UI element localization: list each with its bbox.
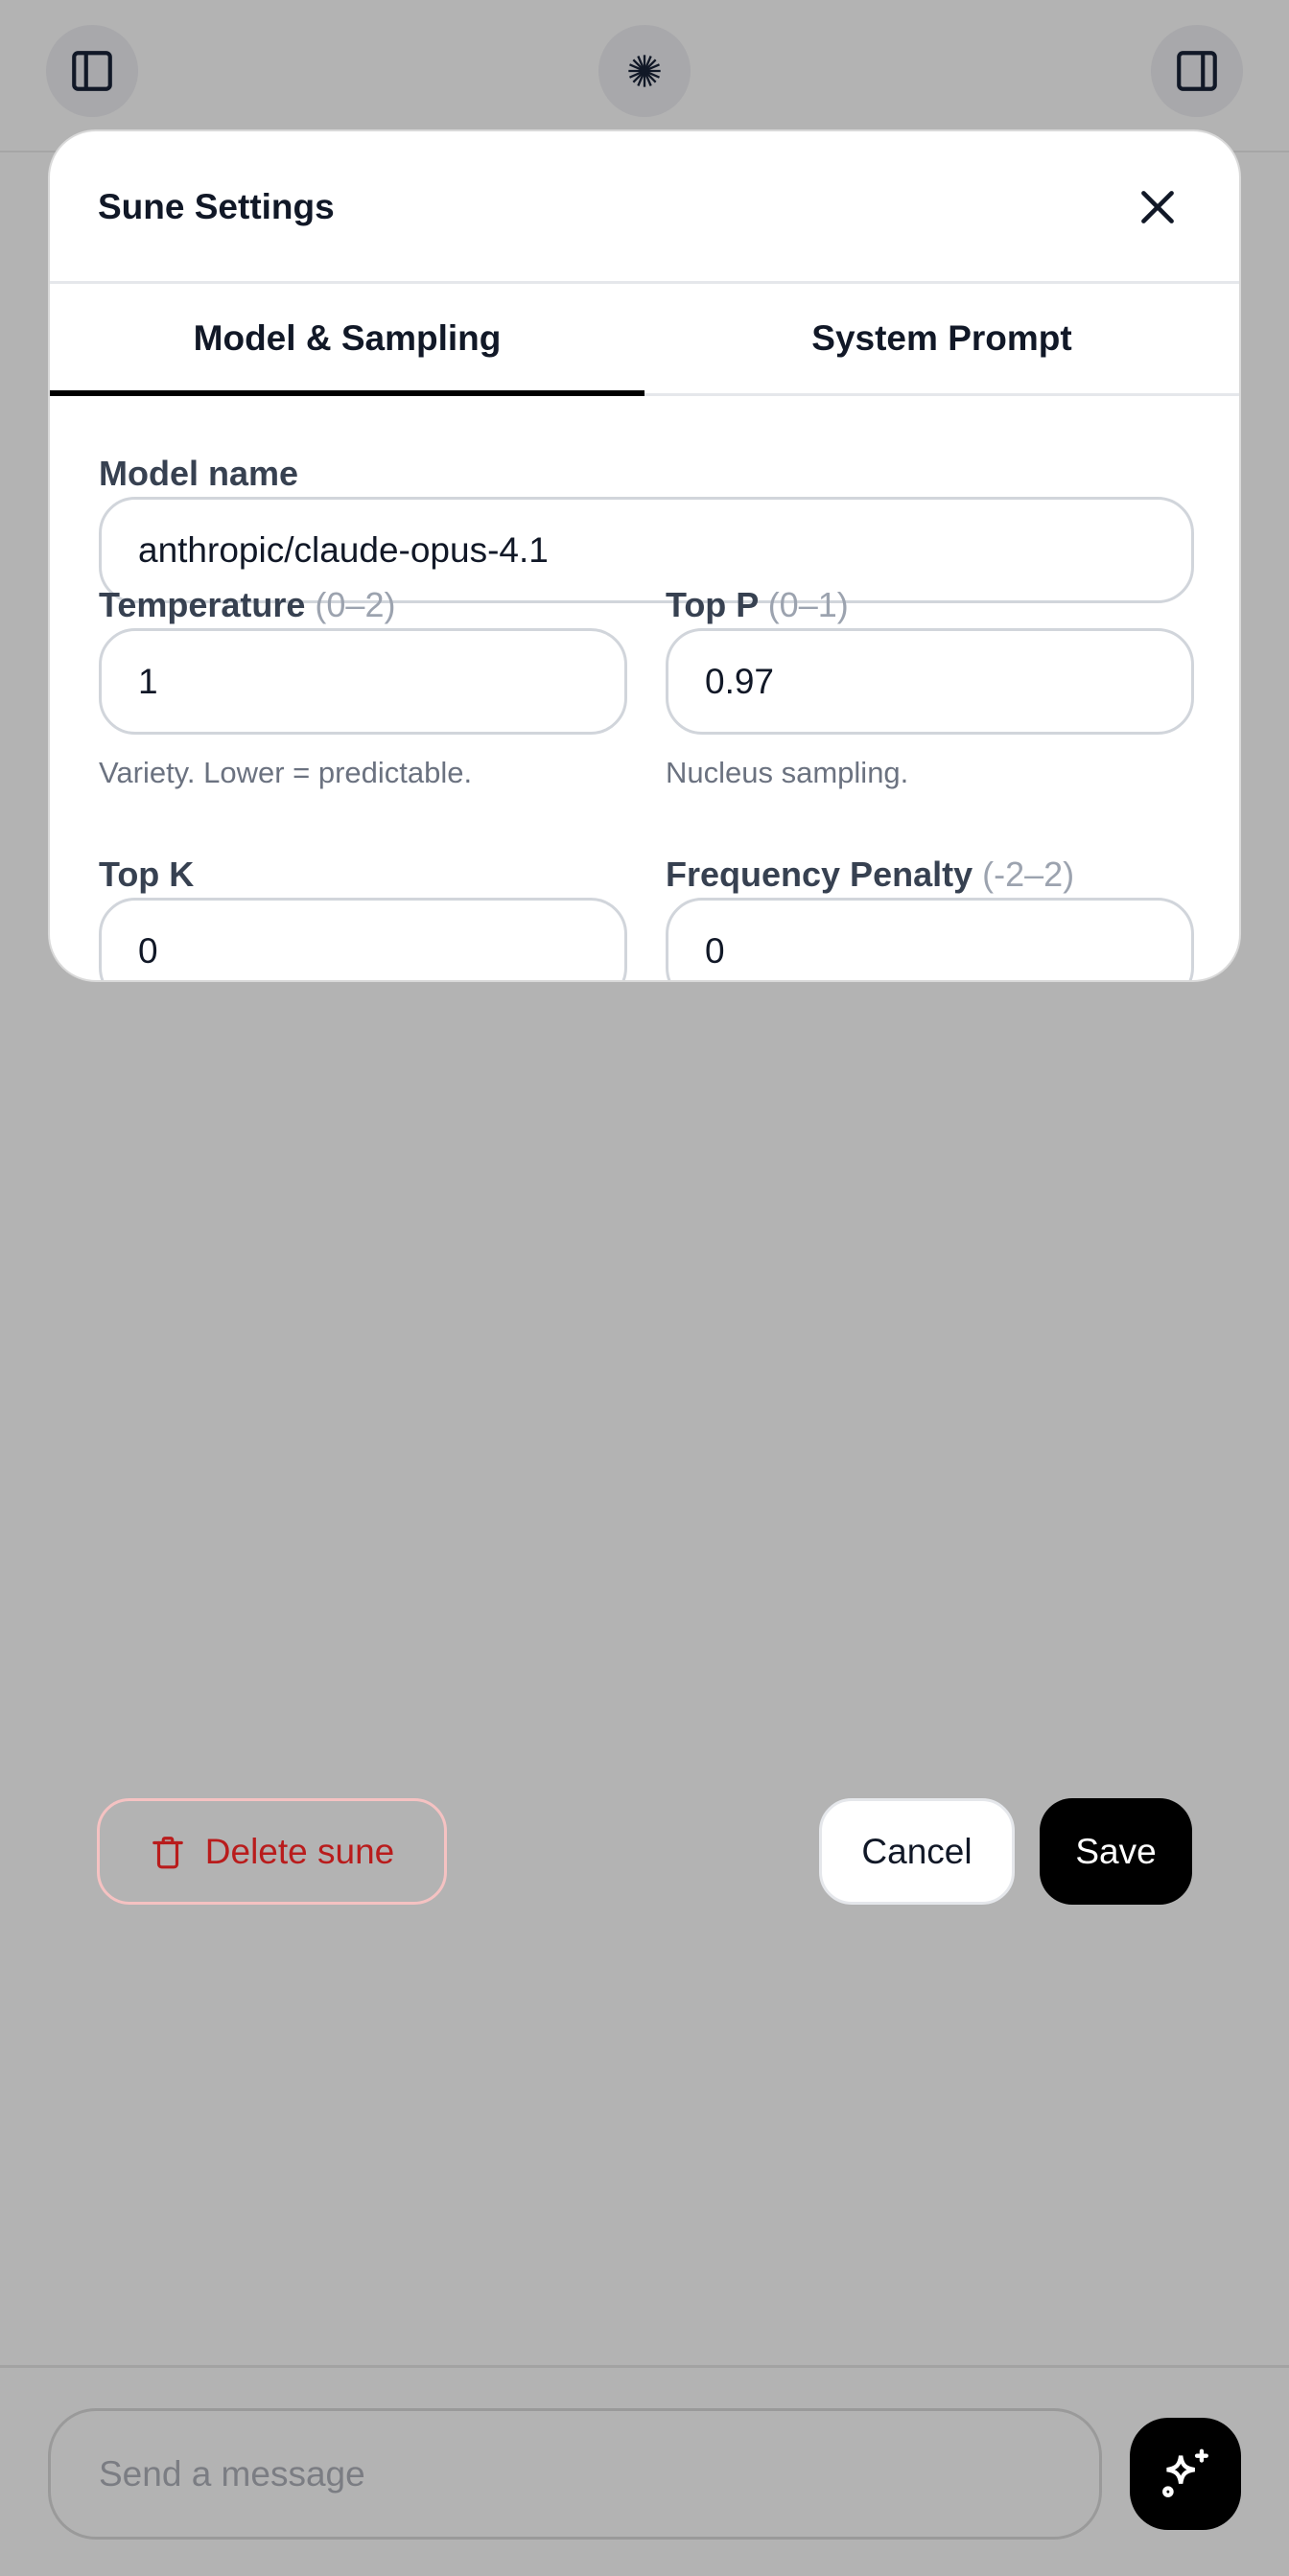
model-name-input[interactable]: anthropic/claude-opus-4.1 xyxy=(99,497,1194,603)
field-help-text: Variety. Lower = predictable. xyxy=(99,756,473,789)
field-label: Top K xyxy=(99,855,194,895)
field-input[interactable]: 0.97 xyxy=(666,628,1194,735)
model-name-label: Model name xyxy=(99,454,299,493)
dialog-title: Sune Settings xyxy=(98,187,335,226)
toggle-left-sidebar-button[interactable] xyxy=(46,25,138,117)
top-bar xyxy=(0,0,1289,152)
field-help-text: Nucleus sampling. xyxy=(666,756,909,789)
field-label-text: Top K xyxy=(99,855,195,894)
starburst-icon xyxy=(628,55,661,87)
close-icon[interactable] xyxy=(1134,183,1182,231)
dialog-header: Sune Settings xyxy=(50,131,1239,284)
toggle-right-sidebar-button[interactable] xyxy=(1151,25,1243,117)
sparkles-icon xyxy=(1162,2448,1208,2497)
field-label: Temperature (0–2) xyxy=(99,585,395,625)
field-range: (0–2) xyxy=(315,585,396,624)
field-range: (-2–2) xyxy=(982,855,1075,894)
sidebar-right-icon xyxy=(1177,51,1217,91)
field-label-text: Top P xyxy=(666,585,759,624)
field-range: (0–1) xyxy=(767,585,849,624)
field-input[interactable]: 1 xyxy=(99,628,627,735)
trash-icon xyxy=(152,1836,183,1868)
tab-model-sampling[interactable]: Model & Sampling xyxy=(50,284,644,396)
sune-settings-dialog: Sune Settings Model & Sampling System Pr… xyxy=(48,129,1241,982)
field-label: Frequency Penalty (-2–2) xyxy=(666,855,1074,895)
field-label-text: Temperature xyxy=(99,585,306,624)
settings-tabs: Model & Sampling System Prompt xyxy=(50,284,1239,396)
logo-button[interactable] xyxy=(598,25,691,117)
field-input[interactable]: 0 xyxy=(666,898,1194,980)
message-input[interactable]: Send a message xyxy=(48,2408,1102,2540)
cancel-button[interactable]: Cancel xyxy=(819,1798,1015,1905)
sidebar-left-icon xyxy=(72,51,112,91)
delete-sune-label: Delete sune xyxy=(204,1831,395,1871)
field-label: Top P (0–1) xyxy=(666,585,849,625)
tab-system-prompt[interactable]: System Prompt xyxy=(811,318,1072,358)
settings-form: Model name anthropic/claude-opus-4.1 Tem… xyxy=(50,396,1239,980)
send-button[interactable] xyxy=(1130,2418,1241,2530)
composer-bar: Send a message xyxy=(0,2365,1289,2576)
field-input[interactable]: 0 xyxy=(99,898,627,980)
delete-sune-button[interactable]: Delete sune xyxy=(97,1798,447,1905)
field-label-text: Frequency Penalty xyxy=(666,855,973,894)
save-button[interactable]: Save xyxy=(1040,1798,1192,1905)
